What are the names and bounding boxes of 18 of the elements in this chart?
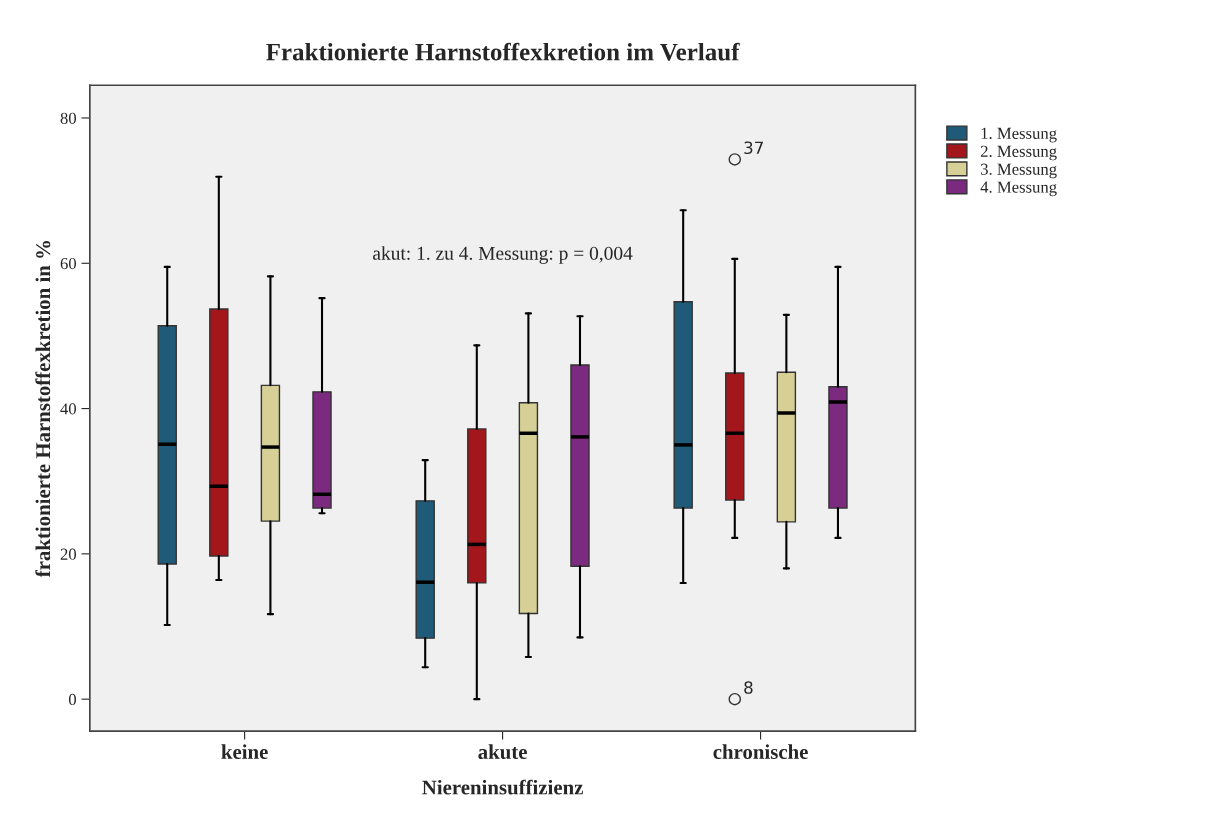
y-tick-label: 80	[60, 112, 77, 124]
y-tick-label: 40	[60, 403, 77, 415]
x-tick-label: keine	[221, 744, 268, 759]
legend-label: 4. Messung	[980, 181, 1057, 197]
annotation: 37	[744, 141, 763, 155]
annotation: 8	[744, 681, 753, 694]
legend-label: 3. Messung	[981, 163, 1057, 179]
legend-label: 1. Messung	[981, 127, 1057, 143]
x-axis-title: Niereninsuffizienz	[422, 779, 583, 795]
y-tick-label: 60	[60, 257, 77, 270]
y-tick-label: 20	[60, 548, 77, 560]
y-axis-title: fraktionierte Harnstoffexkretion in %	[35, 241, 51, 578]
annotation: akut: 1. zu 4. Messung: p = 0,004	[373, 246, 633, 264]
legend-label: 2. Messung	[980, 145, 1057, 161]
y-tick-label: 0	[68, 693, 77, 706]
x-tick-label: chronische	[713, 744, 808, 759]
chart-title: Fraktionierte Harnstoffexkretion im Verlauf	[266, 42, 740, 61]
x-tick-label: akute	[478, 744, 527, 760]
